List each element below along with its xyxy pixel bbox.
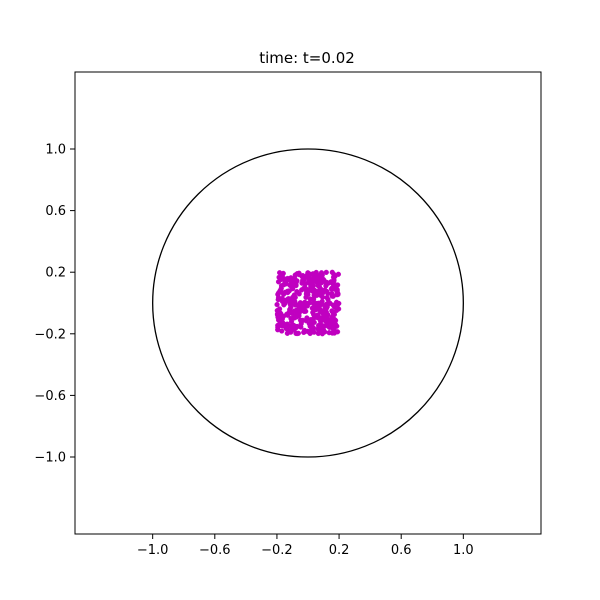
particle-point <box>323 305 329 311</box>
particle-point <box>307 323 313 329</box>
axes-frame <box>74 71 542 535</box>
particle-point <box>309 286 315 292</box>
particle-point <box>311 273 317 279</box>
particle-point <box>284 288 291 294</box>
particle-point <box>285 312 291 318</box>
particle-point <box>274 301 280 308</box>
particle-point <box>329 269 335 275</box>
particle-point <box>318 301 325 308</box>
y-tick-label: 0.6 <box>45 204 66 219</box>
particle-point <box>329 308 335 314</box>
particle-point <box>298 321 304 327</box>
x-tick-label: 0.6 <box>391 543 412 558</box>
particle-point <box>335 271 341 277</box>
particle-point <box>300 276 307 282</box>
particle-point <box>306 329 312 335</box>
particle-point <box>316 327 322 333</box>
particle-point <box>305 289 311 295</box>
y-tick-label: 0.2 <box>45 266 66 281</box>
particle-point <box>319 322 325 329</box>
particle-point <box>323 269 329 275</box>
x-tick-label: 0.2 <box>329 543 350 558</box>
particle-point <box>296 305 302 311</box>
particle-point <box>275 327 281 333</box>
particle-point <box>323 313 329 319</box>
particle-point <box>296 291 302 297</box>
particle-point <box>316 290 322 297</box>
particle-point <box>277 277 284 283</box>
x-tick-label: 1.0 <box>453 543 474 558</box>
particle-point <box>294 330 300 337</box>
particle-point <box>288 329 294 335</box>
particle-point <box>279 295 285 302</box>
particle-point <box>292 302 298 308</box>
particle-point <box>277 310 283 316</box>
particle-point <box>331 279 337 285</box>
particle-point <box>281 282 287 288</box>
particle-point <box>294 323 300 330</box>
particle-point <box>283 325 289 332</box>
particle-point <box>333 299 340 305</box>
plot-area: −1.0 −0.6 −0.2 0.2 0.6 1.0 −1.0 −0.6 −0.2 0.2 0.6 1… <box>34 71 542 558</box>
x-tick-label: −0.2 <box>261 543 293 558</box>
particle-point <box>330 324 336 330</box>
particle-point <box>311 301 317 307</box>
particle-point <box>303 294 309 300</box>
particle-point <box>294 271 300 277</box>
particle-point <box>326 320 332 326</box>
particle-point <box>328 286 334 292</box>
particle-point <box>284 321 290 327</box>
boundary-circle <box>152 148 464 458</box>
y-tick-label: −0.2 <box>34 327 66 342</box>
particle-point <box>275 317 282 323</box>
particle-point <box>320 276 326 282</box>
particle-point <box>278 285 284 292</box>
particle-point <box>329 330 335 336</box>
particle-point <box>316 284 322 290</box>
particle-point <box>305 279 312 285</box>
particle-point <box>333 317 339 324</box>
y-tick-label: −0.6 <box>34 389 66 404</box>
chart-title: time: t=0.02 <box>259 49 355 67</box>
y-tick-label: −1.0 <box>34 451 66 466</box>
particle-point <box>334 287 340 293</box>
particle-point <box>293 314 300 320</box>
particle-point <box>335 291 341 298</box>
particle-point <box>320 294 326 300</box>
particle-point <box>319 308 325 314</box>
particle-point <box>316 315 322 322</box>
particle-point <box>287 298 293 304</box>
particle-point <box>307 296 313 302</box>
particle-point <box>288 319 295 325</box>
x-tick-label: −0.6 <box>199 543 231 558</box>
particle-point <box>324 279 330 286</box>
particle-point <box>319 331 325 337</box>
particle-point <box>329 290 335 297</box>
y-tick-label: 1.0 <box>45 143 66 158</box>
particle-point <box>291 279 297 285</box>
particle-point <box>301 285 307 291</box>
particle-point <box>327 300 333 306</box>
particle-point <box>301 308 307 314</box>
particle-point <box>330 274 337 280</box>
particle-point <box>317 272 324 278</box>
particle-point <box>303 318 309 324</box>
particle-point <box>280 270 286 276</box>
x-tick-label: −1.0 <box>137 543 169 558</box>
particle-point <box>303 300 309 306</box>
particle-point <box>292 294 298 301</box>
